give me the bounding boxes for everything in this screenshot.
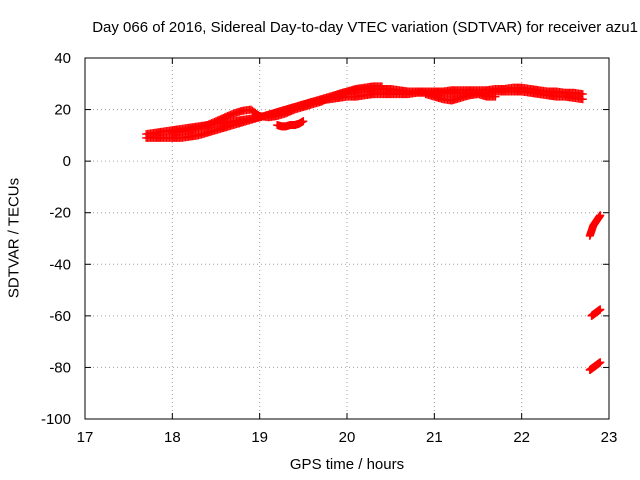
- x-tick-label: 20: [339, 429, 356, 446]
- series-6: [585, 211, 605, 240]
- x-tick-label: 18: [164, 429, 181, 446]
- data-point: [377, 82, 386, 91]
- x-tick-label: 19: [251, 429, 268, 446]
- chart-title-text: Day 066 of 2016, Sidereal Day-to-day VTE…: [92, 19, 638, 36]
- chart-title: Day 066 of 2016, Sidereal Day-to-day VTE…: [0, 19, 640, 36]
- data-points: [142, 82, 605, 375]
- x-tick-label: 17: [77, 429, 94, 446]
- axis-ticks: 17 18 19 20 21 22 23 40 20 0 -20 -40 -60 -80 -100: [41, 50, 617, 446]
- y-tick-label: 0: [63, 153, 71, 170]
- x-tick-label: 22: [513, 429, 530, 446]
- grid-lines: [85, 58, 609, 419]
- series-3: [168, 82, 386, 137]
- data-point: [596, 358, 605, 367]
- data-point: [596, 211, 605, 220]
- x-tick-label: 21: [426, 429, 443, 446]
- x-axis-label: GPS time / hours: [289, 456, 405, 473]
- data-point: [596, 305, 605, 314]
- series-4: [273, 117, 308, 131]
- y-tick-label: -40: [49, 256, 71, 273]
- series-5: [421, 90, 500, 105]
- data-point: [491, 92, 500, 101]
- y-axis-label: SDTVAR / TECUs: [5, 177, 23, 299]
- y-tick-label: 40: [54, 50, 71, 67]
- y-tick-label: -80: [49, 359, 71, 376]
- x-tick-label: 23: [601, 429, 618, 446]
- data-point: [299, 117, 308, 126]
- series-7: [587, 305, 605, 320]
- data-point: [578, 90, 587, 99]
- y-tick-label: -60: [49, 308, 71, 325]
- y-tick-label: 20: [54, 102, 71, 119]
- y-tick-label: -100: [41, 411, 71, 428]
- series-1: [142, 87, 587, 142]
- series-8: [585, 358, 605, 375]
- y-tick-label: -20: [49, 205, 71, 222]
